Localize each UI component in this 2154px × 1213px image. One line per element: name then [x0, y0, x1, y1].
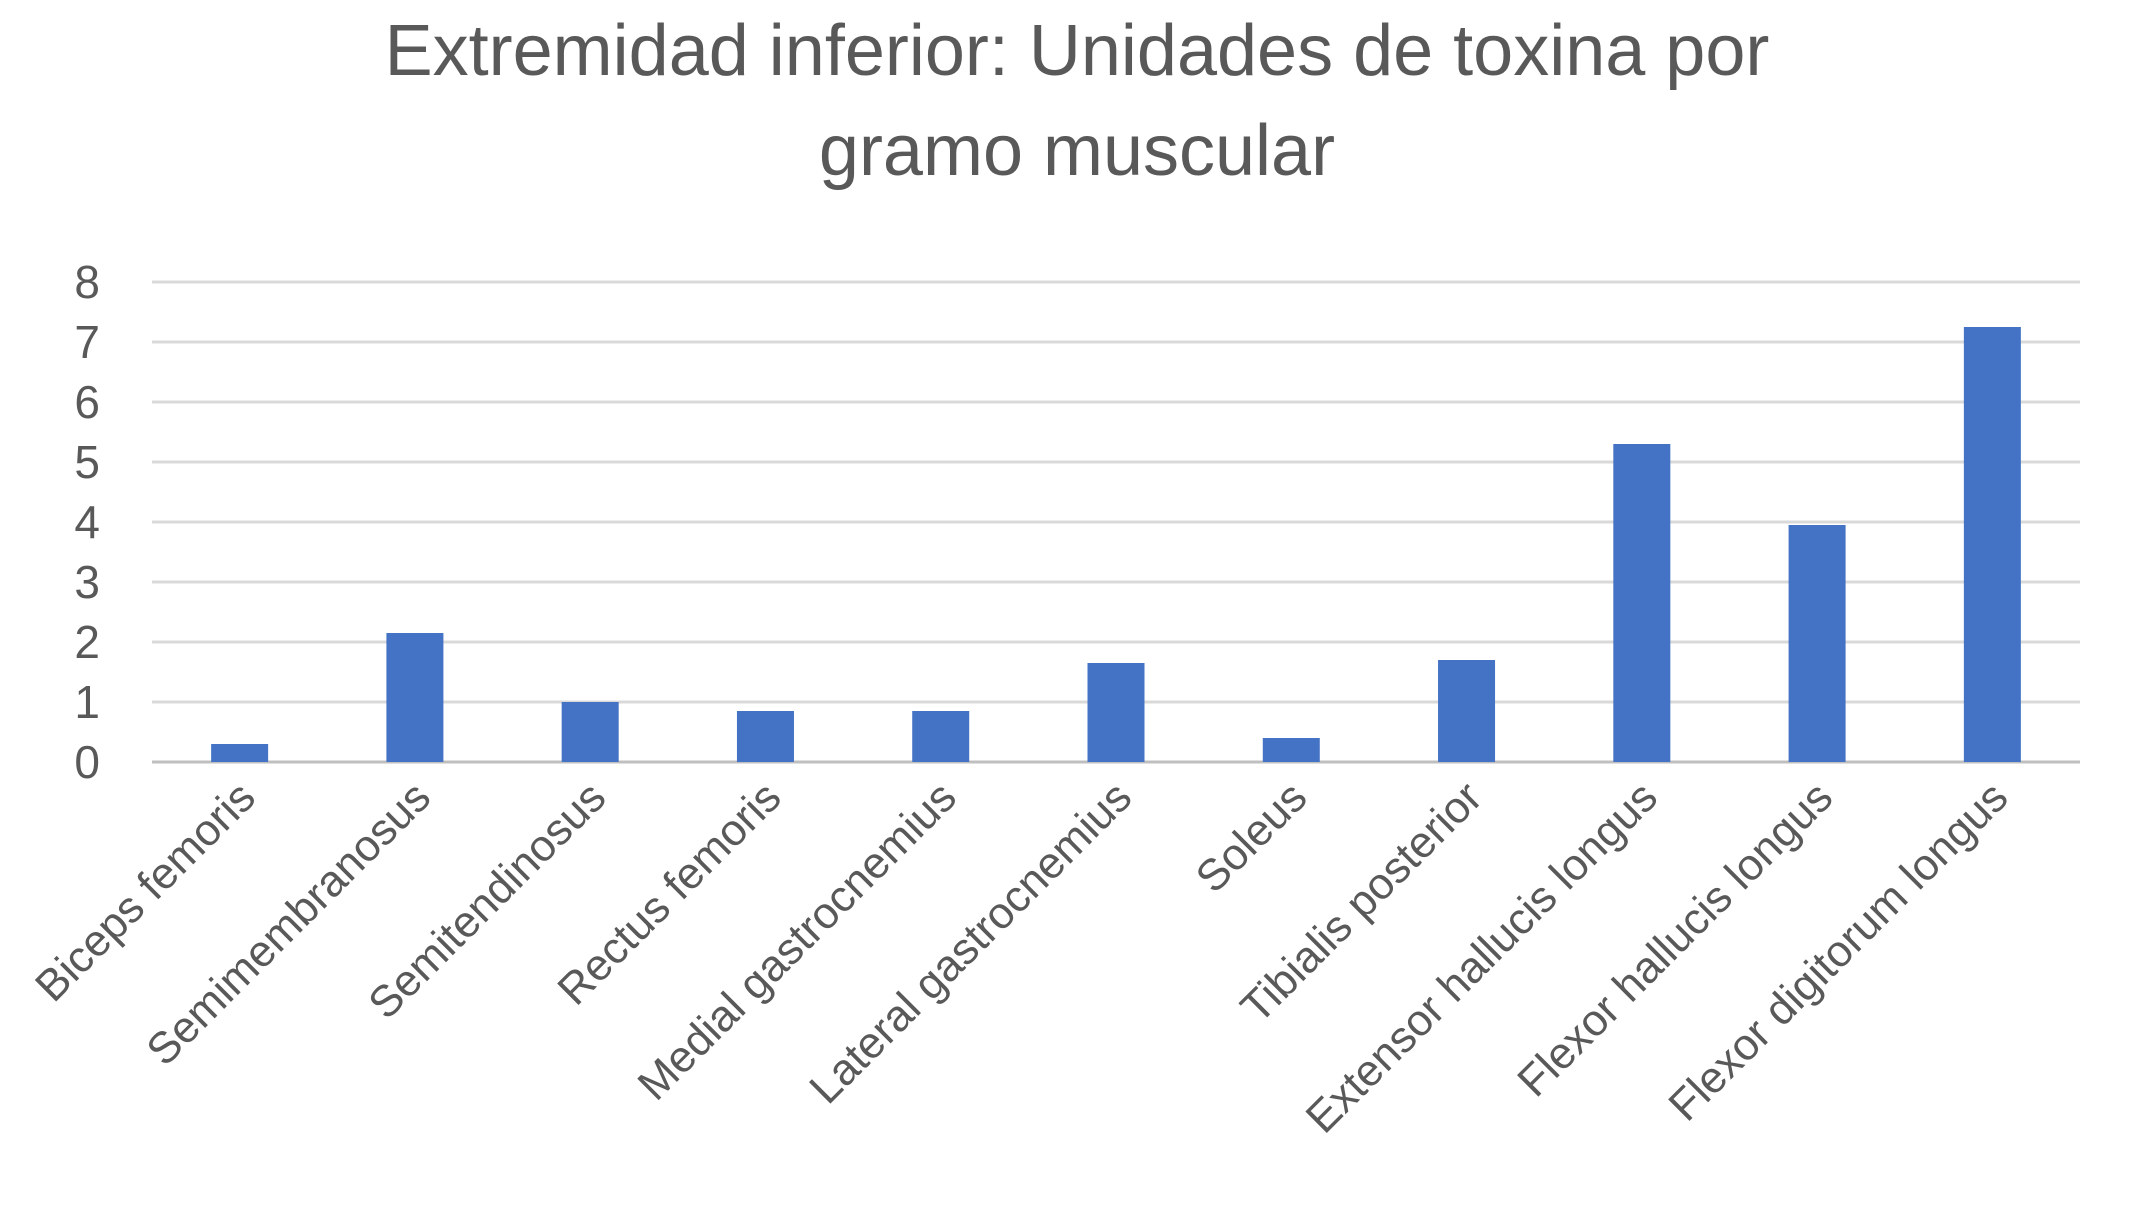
- bar: [211, 744, 269, 762]
- x-tick-label: Lateral gastrocnemius: [800, 772, 1141, 1113]
- x-tick-label: Soleus: [1187, 772, 1317, 902]
- y-tick-label: 2: [74, 616, 100, 668]
- y-tick-label: 7: [74, 316, 100, 368]
- y-tick-label: 5: [74, 436, 100, 488]
- y-axis-ticks: 0 1 2 3 4 5 6 7 8: [74, 256, 100, 788]
- x-tick-label: Extensor hallucis longus: [1297, 772, 1667, 1142]
- y-tick-label: 1: [74, 676, 100, 728]
- chart-title-line-1: Extremidad inferior: Unidades de toxina …: [385, 11, 1770, 91]
- bar: [1963, 327, 2021, 762]
- chart-title: Extremidad inferior: Unidades de toxina …: [385, 11, 1770, 191]
- y-tick-label: 0: [74, 736, 100, 788]
- x-tick-label: Flexor digitorum longus: [1659, 772, 2017, 1130]
- bar: [1087, 663, 1145, 762]
- x-tick-label: Medial gastrocnemius: [629, 772, 966, 1109]
- bar: [736, 711, 794, 762]
- chart-title-line-2: gramo muscular: [819, 111, 1335, 191]
- bar: [386, 633, 444, 762]
- bar: [912, 711, 970, 762]
- y-tick-label: 8: [74, 256, 100, 308]
- x-tick-label: Flexor hallucis longus: [1508, 772, 1842, 1106]
- gridlines: [152, 280, 2080, 764]
- y-tick-label: 3: [74, 556, 100, 608]
- bar: [1438, 660, 1496, 762]
- x-tick-label: Semimembranosus: [137, 772, 440, 1075]
- bar: [1262, 738, 1320, 762]
- bar: [1613, 444, 1671, 762]
- x-axis-ticks: Biceps femorisSemimembranosusSemitendino…: [26, 772, 2017, 1142]
- y-tick-label: 4: [74, 496, 100, 548]
- bars: [211, 327, 2021, 762]
- y-tick-label: 6: [74, 376, 100, 428]
- bar: [561, 702, 619, 762]
- bar: [1788, 525, 1846, 762]
